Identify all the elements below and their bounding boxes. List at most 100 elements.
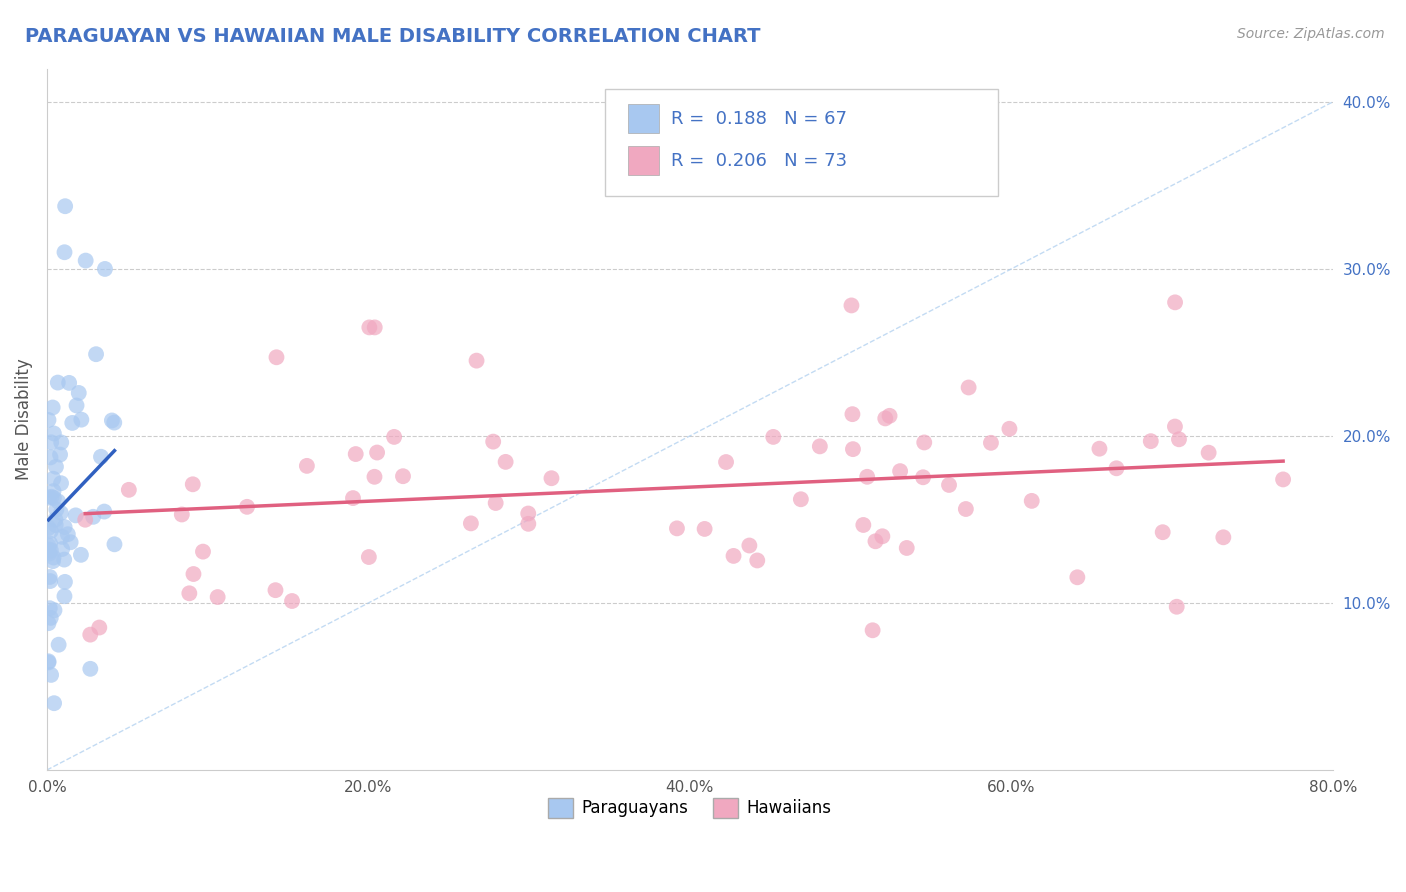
Point <box>281 594 304 608</box>
Point <box>790 492 813 507</box>
Point <box>1152 525 1174 540</box>
Point <box>90 450 112 464</box>
Point <box>382 430 405 444</box>
Point <box>266 351 288 365</box>
Point <box>49 476 72 491</box>
Point <box>179 586 201 600</box>
Point <box>79 662 101 676</box>
Text: Source: ZipAtlas.com: Source: ZipAtlas.com <box>1237 27 1385 41</box>
Point <box>875 411 897 425</box>
Point <box>53 552 76 566</box>
Point <box>75 513 97 527</box>
Point <box>841 298 863 312</box>
Point <box>51 435 73 450</box>
Point <box>747 553 769 567</box>
Point <box>46 494 69 508</box>
Point <box>344 447 367 461</box>
Point <box>364 320 387 334</box>
Point <box>980 435 1002 450</box>
Point <box>1198 445 1220 459</box>
Point <box>45 502 67 516</box>
Point <box>93 504 115 518</box>
Point <box>41 401 63 415</box>
Point <box>70 548 93 562</box>
Point <box>363 470 385 484</box>
Point <box>889 464 911 478</box>
Point <box>37 539 59 553</box>
Point <box>82 509 104 524</box>
Point <box>42 472 65 486</box>
Point <box>39 435 62 450</box>
Point <box>42 696 65 710</box>
Point <box>53 245 76 260</box>
Point <box>38 546 60 560</box>
Point <box>38 521 60 535</box>
Point <box>101 413 124 427</box>
Point <box>67 386 90 401</box>
Point <box>865 534 887 549</box>
Point <box>1164 419 1187 434</box>
Y-axis label: Male Disability: Male Disability <box>15 359 32 480</box>
Point <box>955 502 977 516</box>
Point <box>938 478 960 492</box>
Point <box>39 574 62 588</box>
Point <box>1139 434 1161 449</box>
Point <box>183 567 205 582</box>
Point <box>51 530 73 544</box>
Point <box>75 253 97 268</box>
Point <box>42 426 65 441</box>
Point <box>517 507 540 521</box>
Point <box>1066 570 1088 584</box>
Point <box>118 483 141 497</box>
Text: PARAGUAYAN VS HAWAIIAN MALE DISABILITY CORRELATION CHART: PARAGUAYAN VS HAWAIIAN MALE DISABILITY C… <box>25 27 761 45</box>
Point <box>53 589 76 603</box>
Point <box>38 570 60 584</box>
Point <box>60 416 83 430</box>
Point <box>856 470 879 484</box>
Point <box>79 627 101 641</box>
Point <box>39 543 62 558</box>
Point <box>879 409 901 423</box>
Point <box>39 668 62 682</box>
Point <box>37 413 59 427</box>
Point <box>482 434 505 449</box>
Point <box>45 459 67 474</box>
Point <box>957 380 980 394</box>
Point <box>762 430 785 444</box>
Point <box>896 541 918 555</box>
Point <box>48 638 70 652</box>
Point <box>495 455 517 469</box>
Point <box>1272 472 1295 486</box>
Point <box>460 516 482 531</box>
Point <box>94 262 117 277</box>
Point <box>841 407 863 421</box>
Point <box>357 549 380 564</box>
Point <box>65 399 87 413</box>
Point <box>39 536 62 550</box>
Point <box>207 590 229 604</box>
Point <box>49 448 72 462</box>
Point <box>517 516 540 531</box>
Point <box>1088 442 1111 456</box>
Legend: Paraguayans, Hawaiians: Paraguayans, Hawaiians <box>541 791 838 825</box>
Point <box>392 469 415 483</box>
Text: R =  0.188   N = 67: R = 0.188 N = 67 <box>671 110 846 128</box>
Point <box>1166 599 1188 614</box>
Point <box>46 376 69 390</box>
Point <box>42 491 65 505</box>
Point <box>1021 494 1043 508</box>
Point <box>41 490 63 504</box>
Point <box>49 506 72 520</box>
Point <box>342 491 364 505</box>
Point <box>37 616 59 631</box>
Point <box>665 521 688 535</box>
Point <box>862 624 884 638</box>
Point <box>465 353 488 368</box>
Point <box>1212 530 1234 544</box>
Point <box>295 458 318 473</box>
Point <box>485 496 508 510</box>
Point <box>45 518 67 533</box>
Point <box>359 320 381 334</box>
Text: R =  0.206   N = 73: R = 0.206 N = 73 <box>671 152 846 169</box>
Point <box>1105 461 1128 475</box>
